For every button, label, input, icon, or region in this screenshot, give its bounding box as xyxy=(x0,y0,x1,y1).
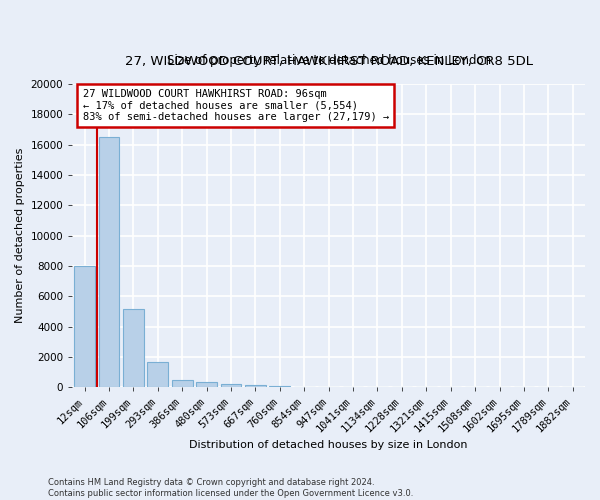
Bar xyxy=(196,382,217,388)
Bar xyxy=(123,308,144,388)
Text: 27 WILDWOOD COURT HAWKHIRST ROAD: 96sqm
← 17% of detached houses are smaller (5,: 27 WILDWOOD COURT HAWKHIRST ROAD: 96sqm … xyxy=(83,88,389,122)
Y-axis label: Number of detached properties: Number of detached properties xyxy=(15,148,25,324)
Bar xyxy=(245,386,266,388)
Text: Size of property relative to detached houses in London: Size of property relative to detached ho… xyxy=(167,54,491,68)
Bar xyxy=(74,266,95,388)
Bar xyxy=(172,380,193,388)
Bar xyxy=(148,362,168,388)
Bar xyxy=(221,384,241,388)
Bar xyxy=(269,386,290,388)
X-axis label: Distribution of detached houses by size in London: Distribution of detached houses by size … xyxy=(190,440,468,450)
Title: 27, WILDWOOD COURT, HAWKHIRST ROAD, KENLEY, CR8 5DL: 27, WILDWOOD COURT, HAWKHIRST ROAD, KENL… xyxy=(125,54,533,68)
Bar xyxy=(294,386,314,388)
Text: Contains HM Land Registry data © Crown copyright and database right 2024.
Contai: Contains HM Land Registry data © Crown c… xyxy=(48,478,413,498)
Bar xyxy=(98,137,119,388)
